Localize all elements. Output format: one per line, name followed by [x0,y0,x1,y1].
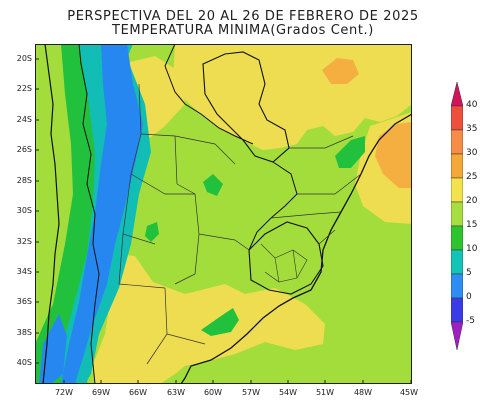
colorbar-bottom-arrow [451,321,463,350]
colorbar-label: 25 [466,172,478,182]
lon-label: 60W [203,388,223,397]
zone-25-30-north [322,58,359,84]
colorbar-band [451,225,463,251]
colorbar-band [451,297,463,323]
lat-label: 24S [16,115,32,124]
colorbar-band [451,153,463,179]
lat-label: 22S [16,84,32,93]
zone-10-15-patch-3 [201,308,239,336]
lat-label: 36S [16,297,32,306]
south-brazil-border [248,161,298,251]
colorbar-label: 20 [466,196,478,206]
colorbar-band [451,129,463,155]
lon-label: 51W [315,388,335,397]
zone-20-25-west-south [115,262,147,314]
lat-label: 20S [16,54,32,63]
temperature-map [35,44,412,384]
lon-label: 69W [91,388,111,397]
pacific-coastline [42,44,60,384]
paraguay-border [202,51,290,163]
colorbar-band [451,249,463,275]
colorbar-label: -5 [466,316,475,326]
lat-label: 38S [16,328,32,337]
lon-label: 57W [241,388,261,397]
zone-0-5-andes [61,44,143,384]
zone-0-5-south [39,314,67,384]
lon-label: 66W [128,388,148,397]
colorbar-band [451,273,463,299]
zone-25-30-east [375,122,412,188]
colorbar-band [451,177,463,203]
lon-label: 45W [399,388,419,397]
lat-label: 34S [16,267,32,276]
colorbar-top-arrow [451,82,463,107]
zone-10-15-patch-1 [203,174,223,196]
state-boundaries-east [270,135,362,245]
bolivia-border [164,44,254,145]
colorbar-label: 0 [466,292,472,302]
lat-label: 32S [16,237,32,246]
zone-10-15-patch-4 [335,136,365,168]
colorbar-band [451,201,463,227]
uruguay-border [248,221,324,295]
lon-label: 63W [166,388,186,397]
colorbar-label: 30 [466,148,478,158]
map-subtitle: TEMPERATURA MINIMA(Grados Cent.) [112,23,374,38]
lon-label: 54W [278,388,298,397]
lat-label: 30S [16,206,32,215]
map-frame [35,44,412,384]
colorbar-label: 10 [466,244,478,254]
colorbar-label: 40 [466,100,478,110]
atlantic-coastline [180,113,412,384]
lon-label: 72W [54,388,74,397]
colorbar-label: 5 [466,268,472,278]
zone-10-15-patch-2 [145,222,159,242]
map-title: PERSPECTIVA DEL 20 AL 26 DE FEBRERO DE 2… [67,9,419,24]
uruguay-departments [260,243,308,283]
lat-label: 28S [16,176,32,185]
colorbar-label: 15 [466,220,478,230]
provincial-boundaries [118,83,250,365]
lat-label: 40S [16,358,32,367]
axis-ticks [35,58,412,384]
colorbar-label: 35 [466,124,478,134]
andes-border [78,44,100,384]
lat-label: 26S [16,145,32,154]
temperature-colorbar [451,82,463,350]
lon-label: 48W [353,388,373,397]
colorbar-band [451,105,463,131]
